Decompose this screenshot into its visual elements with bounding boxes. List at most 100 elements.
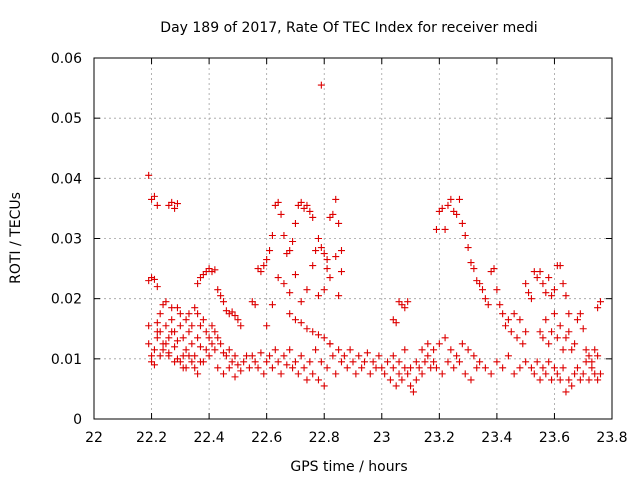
data-point [220, 370, 227, 378]
data-point [320, 382, 328, 390]
data-point [594, 376, 602, 384]
data-point [464, 346, 472, 354]
data-point [510, 310, 518, 318]
data-point [153, 283, 161, 291]
data-point [220, 298, 227, 306]
y-tick-label: 0.06 [51, 51, 82, 67]
y-tick-label: 0.03 [51, 232, 82, 248]
data-point [335, 292, 343, 300]
data-point [536, 268, 544, 276]
data-point [317, 358, 325, 366]
data-point [479, 286, 486, 294]
data-point [297, 298, 305, 306]
data-point [579, 370, 587, 378]
data-point [196, 322, 204, 330]
data-point [407, 382, 415, 390]
x-tick-label: 22.2 [136, 430, 167, 446]
x-axis-label: GPS time / hours [290, 459, 407, 475]
data-point [182, 346, 190, 354]
data-point [309, 370, 317, 378]
data-point [404, 298, 412, 306]
data-point [542, 289, 550, 297]
data-point [458, 340, 466, 348]
data-point [332, 195, 340, 203]
data-point [191, 304, 199, 312]
data-point [412, 376, 420, 384]
data-point [504, 352, 512, 360]
data-point [447, 346, 455, 354]
data-point [150, 275, 158, 283]
data-point [185, 328, 193, 336]
data-point [168, 316, 176, 324]
data-point [533, 274, 541, 282]
data-point [539, 280, 547, 288]
x-tick-label: 23.4 [481, 430, 512, 446]
data-point [594, 352, 602, 360]
data-point [513, 334, 521, 342]
data-point [527, 364, 535, 372]
data-point [407, 364, 415, 372]
data-point [309, 213, 317, 221]
data-point [369, 358, 377, 366]
data-point [404, 370, 412, 378]
data-point [196, 343, 204, 351]
data-point [401, 304, 409, 312]
data-point [461, 370, 469, 378]
data-point [263, 256, 271, 264]
data-point [277, 370, 285, 378]
data-point [156, 352, 164, 360]
data-point [481, 295, 489, 303]
data-point [303, 376, 311, 384]
data-point [499, 364, 507, 372]
data-point [559, 346, 567, 354]
data-point [530, 370, 538, 378]
data-point [231, 312, 239, 320]
data-point [421, 358, 429, 366]
data-point [562, 334, 570, 342]
data-point [314, 292, 322, 300]
data-point [542, 370, 550, 378]
data-point [280, 231, 288, 239]
data-point [398, 376, 406, 384]
data-point [257, 349, 265, 357]
data-point [268, 364, 276, 372]
data-point [332, 370, 340, 378]
data-point [297, 319, 305, 327]
data-point [536, 376, 544, 384]
data-point [565, 328, 573, 336]
data-point [309, 328, 317, 336]
data-point [539, 334, 547, 342]
data-point [585, 376, 593, 384]
data-point [271, 346, 279, 354]
data-point [274, 274, 282, 282]
data-point [165, 352, 173, 360]
data-point [337, 268, 345, 276]
data-point [240, 358, 248, 366]
data-point [153, 201, 161, 209]
x-tick-label: 23 [373, 430, 391, 446]
data-point [415, 364, 423, 372]
data-point [234, 316, 242, 324]
data-point [314, 376, 322, 384]
data-point [194, 310, 202, 318]
data-point [522, 358, 530, 366]
data-point [539, 364, 547, 372]
data-point [173, 200, 181, 208]
data-point [381, 370, 389, 378]
data-point [576, 376, 584, 384]
data-point [176, 358, 184, 366]
data-point [556, 376, 564, 384]
data-point [306, 207, 314, 215]
data-point [453, 352, 461, 360]
data-point [274, 358, 282, 366]
data-point [182, 316, 190, 324]
data-point [525, 289, 533, 297]
data-point [309, 262, 317, 270]
data-point [286, 346, 294, 354]
data-point [214, 334, 222, 342]
data-point [214, 364, 222, 372]
data-point [548, 376, 556, 384]
data-point [314, 331, 322, 339]
data-point [303, 286, 311, 294]
